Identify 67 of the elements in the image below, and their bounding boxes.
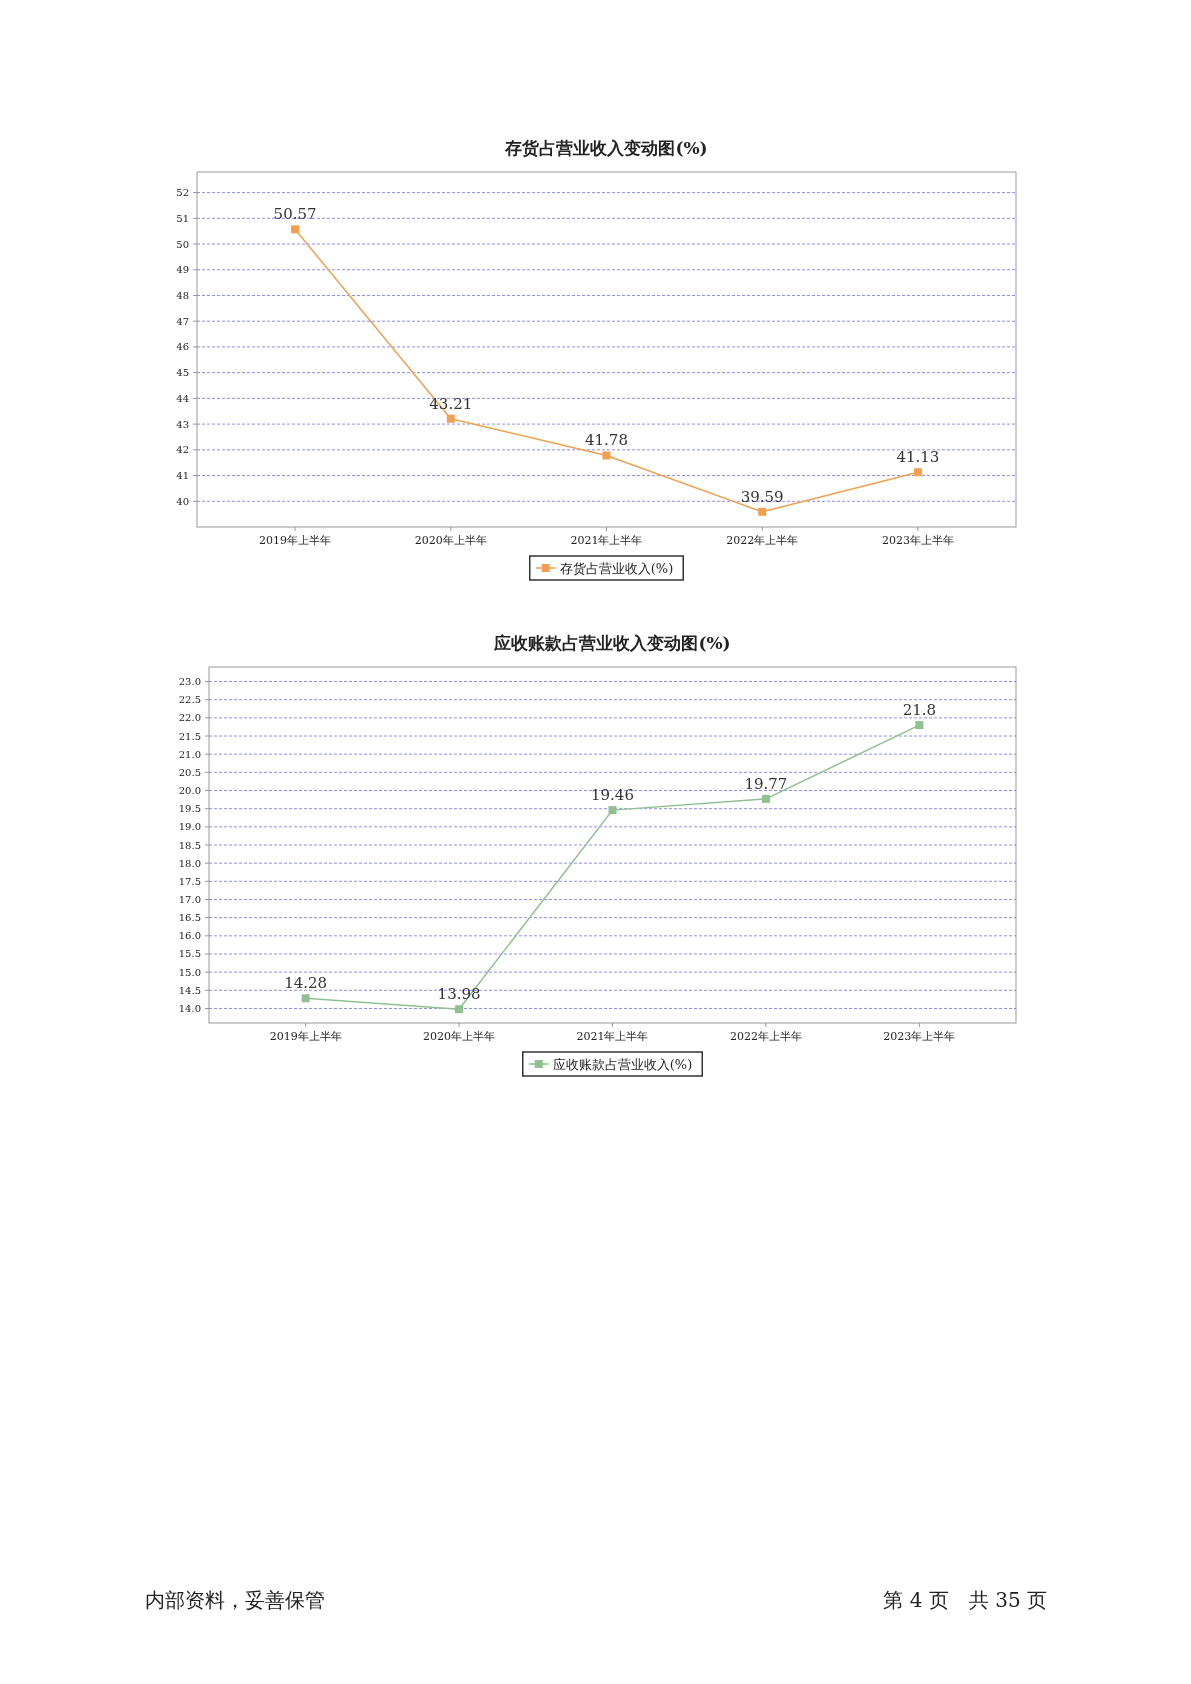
y-tick-label: 18.5	[178, 839, 201, 851]
x-tick-label: 2022年上半年	[726, 534, 799, 547]
point	[761, 794, 770, 803]
y-tick-label: 47	[176, 315, 189, 327]
y-tick-label: 15.5	[178, 948, 201, 960]
y-tick-label: 17.0	[178, 893, 201, 905]
y-tick-label: 21.5	[178, 730, 201, 742]
text: 内部资料，妥善保管	[145, 1588, 325, 1612]
point	[455, 1005, 464, 1014]
point	[301, 994, 310, 1003]
x-tick-label: 2023年上半年	[881, 534, 954, 547]
y-tick-label: 45	[176, 367, 189, 379]
y-tick-label: 14.0	[178, 1002, 201, 1014]
y-tick-label: 16.5	[178, 912, 201, 924]
point	[608, 806, 617, 815]
y-tick-label: 16.0	[178, 930, 201, 942]
point	[758, 507, 767, 516]
data-label: 19.77	[744, 774, 788, 793]
x-tick-label: 2019年上半年	[259, 534, 332, 547]
point	[913, 468, 922, 477]
x-tick-label: 2020年上半年	[423, 1030, 496, 1043]
y-tick-label: 41	[176, 470, 189, 482]
data-label: 39.59	[740, 487, 784, 506]
data-label: 13.98	[437, 985, 481, 1004]
y-tick-label: 51	[176, 212, 189, 224]
x-tick-label: 2019年上半年	[269, 1030, 342, 1043]
data-label: 41.78	[585, 431, 628, 450]
y-tick-label: 19.0	[178, 821, 201, 833]
y-tick-label: 23.0	[178, 676, 201, 688]
y-tick-label: 49	[176, 264, 189, 276]
data-label: 50.57	[273, 205, 317, 224]
y-tick-label: 20.5	[178, 766, 201, 778]
x-tick-label: 2023年上半年	[883, 1030, 956, 1043]
y-tick-label: 43	[176, 418, 189, 430]
point	[915, 721, 924, 730]
y-tick-label: 52	[176, 187, 189, 199]
data-label: 41.13	[896, 448, 940, 467]
point	[446, 414, 455, 423]
y-tick-label: 48	[176, 289, 189, 301]
point	[291, 225, 300, 234]
x-tick-label: 2020年上半年	[414, 534, 487, 547]
x-tick-label: 2021年上半年	[570, 534, 643, 547]
y-tick-label: 17.5	[178, 875, 201, 887]
data-label: 14.28	[284, 974, 328, 993]
y-tick-label: 44	[176, 392, 189, 404]
y-tick-label: 22.5	[178, 694, 201, 706]
y-tick-label: 40	[176, 495, 189, 507]
y-tick-label: 14.5	[178, 984, 201, 996]
legend-label: 存货占营业收入(%)	[559, 561, 674, 576]
text: 第 4 页 共 35 页	[883, 1588, 1047, 1612]
y-tick-label: 42	[176, 444, 189, 456]
y-tick-label: 15.0	[178, 966, 201, 978]
data-label: 19.46	[591, 786, 634, 805]
y-tick-label: 50	[176, 238, 189, 250]
data-label: 21.8	[902, 701, 937, 720]
y-tick-label: 18.0	[178, 857, 201, 869]
x-tick-label: 2022年上半年	[729, 1030, 802, 1043]
y-tick-label: 46	[176, 341, 189, 353]
point	[602, 451, 611, 460]
y-tick-label: 21.0	[178, 748, 201, 760]
y-tick-label: 19.5	[178, 803, 201, 815]
x-tick-label: 2021年上半年	[576, 1030, 649, 1043]
legend-label: 应收账款占营业收入(%)	[552, 1057, 693, 1072]
chart-title: 存货占营业收入变动图(%)	[504, 138, 708, 158]
chart-title: 应收账款占营业收入变动图(%)	[493, 633, 731, 653]
y-tick-label: 20.0	[178, 785, 201, 797]
y-tick-label: 22.0	[178, 712, 201, 724]
